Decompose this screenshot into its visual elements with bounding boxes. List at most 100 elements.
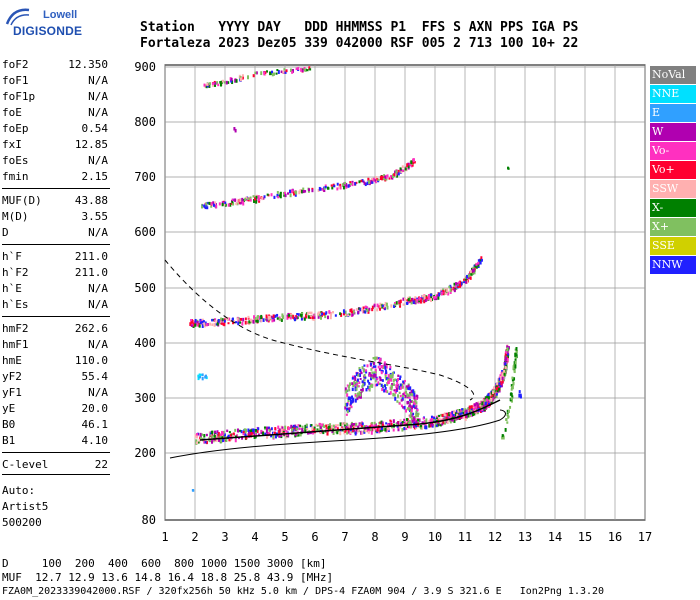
param-key: M(D) [2, 210, 29, 223]
echo-mark [409, 414, 412, 419]
echo-mark [415, 420, 418, 424]
echo-mark [260, 316, 263, 320]
param-value: 211.0 [74, 250, 108, 263]
echo-mark [358, 391, 361, 394]
echo-mark [218, 202, 221, 206]
echo-mark [358, 367, 361, 371]
echo-mark [374, 371, 377, 374]
echo-mark [385, 364, 388, 369]
echo-mark [239, 77, 242, 82]
echo-mark [414, 300, 417, 305]
echo-mark [349, 403, 352, 407]
echo-mark [423, 296, 426, 300]
echo-mark [448, 285, 451, 289]
echo-mark [260, 429, 263, 432]
y-tick-label: 900 [134, 60, 156, 74]
echo-mark [208, 85, 211, 88]
echo-mark [212, 435, 215, 438]
echo-mark [396, 174, 399, 178]
legend-vo: Vo- [650, 142, 696, 160]
echo-mark [357, 425, 360, 429]
echo-mark [453, 419, 456, 423]
echo-mark [276, 190, 279, 194]
echo-mark [463, 411, 466, 415]
digisonde-logo: Lowell DIGISONDE [3, 6, 93, 40]
echo-mark [336, 431, 339, 435]
echo-mark [467, 274, 470, 278]
echo-mark [360, 308, 363, 312]
echo-mark [391, 375, 394, 379]
echo-mark [279, 317, 282, 321]
auto-line: Artist5 [2, 500, 49, 513]
echo-mark [430, 423, 433, 426]
echo-mark [472, 407, 475, 411]
echo-mark [420, 424, 423, 428]
echo-mark [410, 413, 413, 418]
echo-mark [276, 69, 279, 72]
echo-mark [390, 384, 393, 389]
profile-solid-curve [169, 409, 506, 459]
echo-mark [318, 422, 321, 427]
echo-mark [485, 396, 488, 400]
echo-mark [402, 303, 405, 306]
logo-line1: Lowell [43, 9, 78, 21]
legend-w: W [650, 123, 696, 141]
echo-mark [504, 353, 507, 356]
echo-mark [227, 434, 230, 439]
echo-mark [365, 370, 368, 374]
echo-mark [413, 395, 416, 400]
divider [2, 316, 110, 317]
echo-mark [359, 373, 362, 378]
echo-mark [293, 191, 296, 196]
echo-mark [234, 428, 237, 432]
echo-mark [413, 404, 416, 407]
echo-mark [306, 427, 309, 431]
param-key: hmF2 [2, 322, 29, 335]
echo-mark [255, 199, 258, 204]
echo-mark [410, 391, 413, 396]
echo-mark [389, 391, 392, 395]
echo-mark [205, 433, 208, 437]
echo-mark [471, 412, 474, 417]
echo-mark [410, 411, 413, 415]
echo-mark [300, 67, 303, 72]
echo-mark [393, 389, 396, 392]
echo-mark [413, 390, 416, 395]
echo-mark [431, 417, 434, 422]
echo-mark [464, 408, 467, 412]
echo-mark [414, 416, 417, 419]
echo-mark [376, 378, 379, 381]
echo-mark [452, 412, 455, 416]
echo-mark [424, 425, 427, 430]
echo-mark [467, 414, 470, 418]
echo-mark [203, 440, 206, 444]
echo-mark [297, 434, 300, 437]
param-fmin: fmin 2.15 [2, 170, 108, 186]
echo-mark [374, 428, 377, 431]
x-tick-label: 13 [518, 530, 532, 544]
echo-mark [202, 320, 205, 324]
echo-mark [251, 429, 254, 432]
echo-mark [292, 315, 295, 319]
echo-mark [285, 69, 288, 73]
echo-mark [345, 427, 348, 430]
echo-mark [470, 407, 473, 411]
echo-mark [506, 358, 509, 362]
echo-mark [435, 294, 438, 297]
echo-mark [231, 200, 234, 204]
echo-mark [398, 391, 401, 394]
echo-mark [234, 198, 237, 202]
echo-mark [212, 318, 215, 322]
echo-mark [518, 390, 521, 394]
echo-mark [401, 421, 404, 425]
echo-mark [353, 384, 356, 387]
echo-mark [403, 421, 406, 424]
param-key: fmin [2, 170, 29, 183]
echo-mark [407, 165, 410, 169]
echo-mark [372, 356, 375, 360]
echo-mark [331, 186, 334, 190]
param-ye: yE 20.0 [2, 402, 108, 418]
echo-mark [258, 315, 261, 320]
echo-mark [348, 409, 351, 413]
echo-mark [283, 191, 286, 194]
